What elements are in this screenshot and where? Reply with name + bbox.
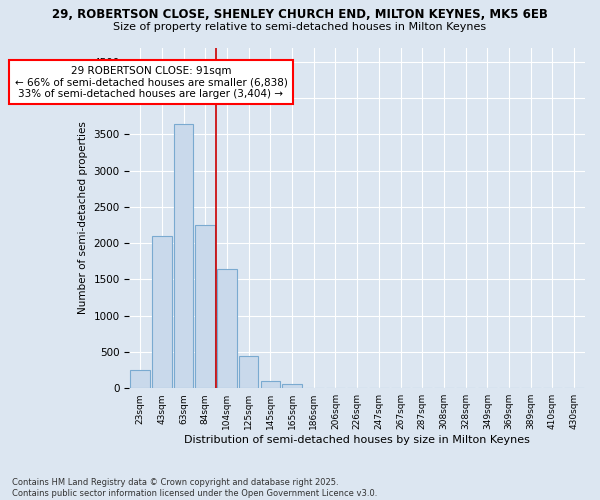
Bar [282, 384, 302, 388]
Text: Contains HM Land Registry data © Crown copyright and database right 2025.
Contai: Contains HM Land Registry data © Crown c… [12, 478, 377, 498]
Bar [130, 370, 150, 388]
Y-axis label: Number of semi-detached properties: Number of semi-detached properties [78, 122, 88, 314]
Bar [239, 356, 259, 388]
Text: 29 ROBERTSON CLOSE: 91sqm
← 66% of semi-detached houses are smaller (6,838)
33% : 29 ROBERTSON CLOSE: 91sqm ← 66% of semi-… [14, 66, 287, 99]
Bar [196, 225, 215, 388]
Bar [260, 381, 280, 388]
Bar [217, 268, 237, 388]
Bar [174, 124, 193, 388]
Text: 29, ROBERTSON CLOSE, SHENLEY CHURCH END, MILTON KEYNES, MK5 6EB: 29, ROBERTSON CLOSE, SHENLEY CHURCH END,… [52, 8, 548, 20]
Text: Size of property relative to semi-detached houses in Milton Keynes: Size of property relative to semi-detach… [113, 22, 487, 32]
Bar [152, 236, 172, 388]
X-axis label: Distribution of semi-detached houses by size in Milton Keynes: Distribution of semi-detached houses by … [184, 435, 530, 445]
